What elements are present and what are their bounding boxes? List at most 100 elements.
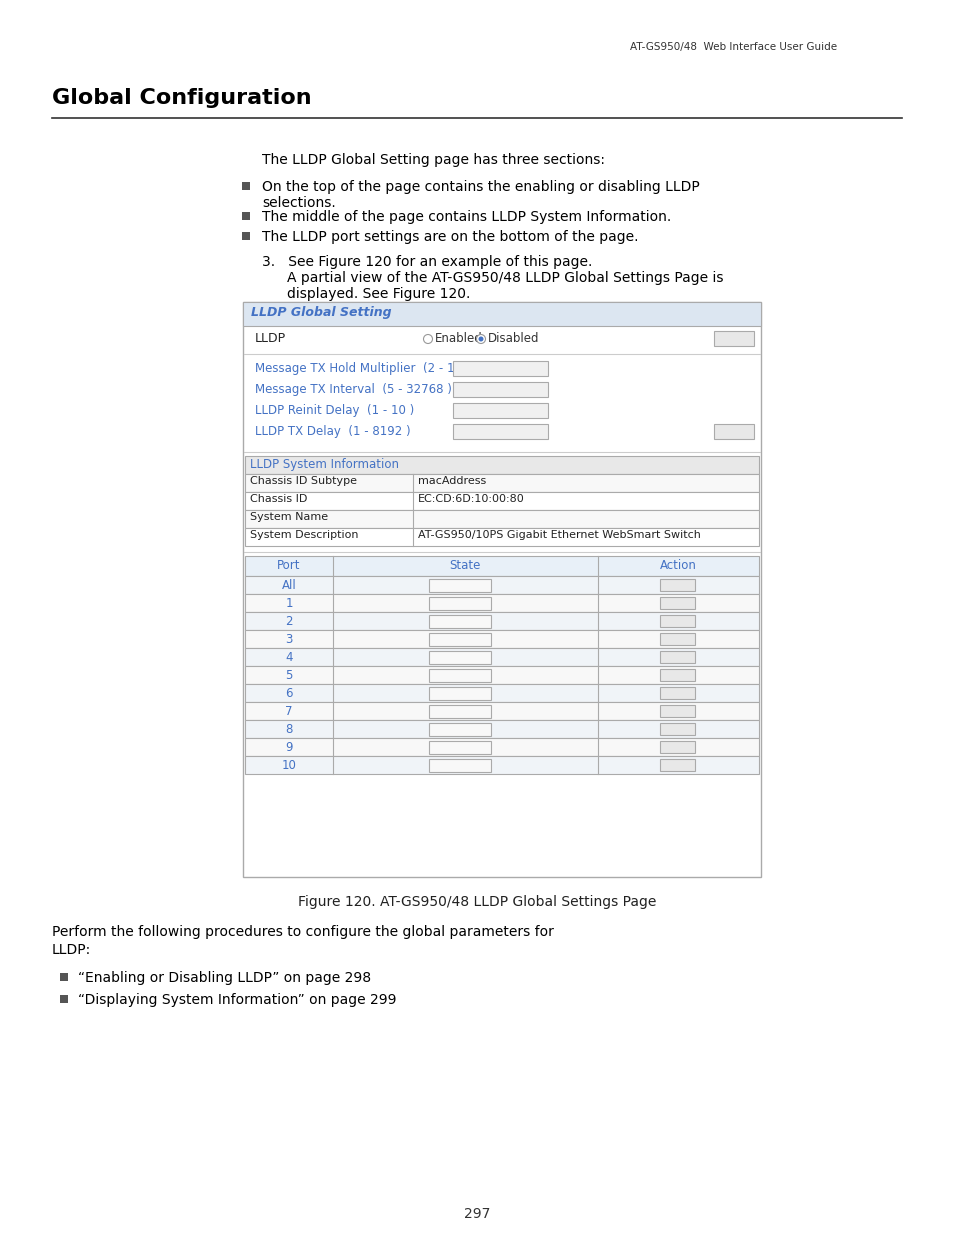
Text: 5: 5 [285,669,293,682]
Bar [713,424,753,438]
Text: EC:CD:6D:10:00:80: EC:CD:6D:10:00:80 [417,494,524,504]
Text: The LLDP Global Setting page has three sections:: The LLDP Global Setting page has three s… [262,153,604,167]
Text: Enabled: Enabled [433,597,472,606]
Bar [245,684,759,701]
Bar [245,474,759,492]
Text: ▾: ▾ [484,615,489,624]
Text: Apply: Apply [663,651,689,659]
Bar [245,529,759,546]
Bar [245,576,759,594]
Bar [659,760,695,771]
Text: Apply: Apply [663,741,689,750]
Bar [243,303,760,326]
Text: Disabled: Disabled [433,579,476,589]
Text: selections.: selections. [262,196,335,210]
Circle shape [476,335,485,343]
Text: Apply: Apply [719,425,748,435]
Bar [242,232,250,240]
Bar [429,634,491,646]
Text: macAddress: macAddress [417,475,486,487]
Bar [429,705,491,718]
Text: 10: 10 [281,760,296,772]
Text: A partial view of the AT-GS950/48 LLDP Global Settings Page is: A partial view of the AT-GS950/48 LLDP G… [287,270,722,285]
Text: Global Configuration: Global Configuration [52,88,312,107]
Bar [429,615,491,629]
Bar [453,403,547,417]
Text: Enabled: Enabled [433,760,472,769]
Bar [429,669,491,682]
Text: ▾: ▾ [484,597,489,606]
Text: Apply: Apply [719,332,748,342]
Text: “Displaying System Information” on page 299: “Displaying System Information” on page … [78,993,396,1007]
Text: LLDP TX Delay  (1 - 8192 ): LLDP TX Delay (1 - 8192 ) [254,425,410,438]
Text: Enabled: Enabled [433,669,472,679]
Bar [429,597,491,610]
Text: 3.   See Figure 120 for an example of this page.: 3. See Figure 120 for an example of this… [262,254,592,269]
Bar [713,331,753,346]
Bar [659,579,695,592]
Circle shape [423,335,432,343]
Text: Chassis ID Subtype: Chassis ID Subtype [250,475,356,487]
Bar [60,995,68,1003]
Bar [659,597,695,609]
Text: Message TX Hold Multiplier  (2 - 10): Message TX Hold Multiplier (2 - 10) [254,362,466,375]
Text: AT-GS950/10PS Gigabit Ethernet WebSmart Switch: AT-GS950/10PS Gigabit Ethernet WebSmart … [417,530,700,540]
Text: Apply: Apply [663,669,689,678]
Text: displayed. See Figure 120.: displayed. See Figure 120. [287,287,470,301]
Bar [245,492,759,510]
Text: 9: 9 [285,741,293,755]
Text: Apply: Apply [663,615,689,624]
Bar [429,760,491,772]
Text: 7: 7 [285,705,293,718]
Text: Enabled: Enabled [433,741,472,751]
Bar [60,973,68,981]
Text: Apply: Apply [663,722,689,732]
Bar [429,722,491,736]
Bar [453,424,547,438]
Text: Enabled: Enabled [433,722,472,734]
Bar [659,615,695,627]
Bar [243,303,760,877]
Text: Enabled: Enabled [433,687,472,697]
Text: 4: 4 [456,362,464,372]
Bar [245,594,759,613]
Bar [245,630,759,648]
Text: System Description: System Description [250,530,358,540]
Text: ▾: ▾ [484,669,489,678]
Bar [453,361,547,375]
Text: Message TX Interval  (5 - 32768 ): Message TX Interval (5 - 32768 ) [254,383,452,396]
Bar [429,687,491,700]
Bar [659,705,695,718]
Text: 30: 30 [456,383,471,393]
Bar [659,741,695,753]
Bar [245,556,759,576]
Bar [659,687,695,699]
Text: LLDP: LLDP [254,332,286,345]
Text: Apply: Apply [663,687,689,697]
Text: LLDP Reinit Delay  (1 - 10 ): LLDP Reinit Delay (1 - 10 ) [254,404,414,417]
Bar [429,579,491,592]
Text: 2: 2 [456,425,464,435]
Text: Port: Port [277,559,300,572]
Text: Apply: Apply [663,579,689,588]
Bar [429,651,491,664]
Text: Enabled: Enabled [433,705,472,715]
Text: System Name: System Name [250,513,328,522]
Text: Apply: Apply [663,705,689,714]
Text: ▾: ▾ [484,760,489,768]
Text: Disabled: Disabled [488,332,539,345]
Bar [453,382,547,396]
Bar [245,666,759,684]
Text: Enabled: Enabled [435,332,482,345]
Text: ▾: ▾ [484,705,489,714]
Text: 297: 297 [463,1207,490,1221]
Text: 3: 3 [285,634,293,646]
Bar [245,648,759,666]
Text: The LLDP port settings are on the bottom of the page.: The LLDP port settings are on the bottom… [262,230,638,245]
Circle shape [478,336,483,342]
Text: LLDP Global Setting: LLDP Global Setting [251,306,392,319]
Text: Perform the following procedures to configure the global parameters for: Perform the following procedures to conf… [52,925,554,939]
Text: 2: 2 [456,404,464,414]
Bar [245,456,759,474]
Text: The middle of the page contains LLDP System Information.: The middle of the page contains LLDP Sys… [262,210,671,224]
